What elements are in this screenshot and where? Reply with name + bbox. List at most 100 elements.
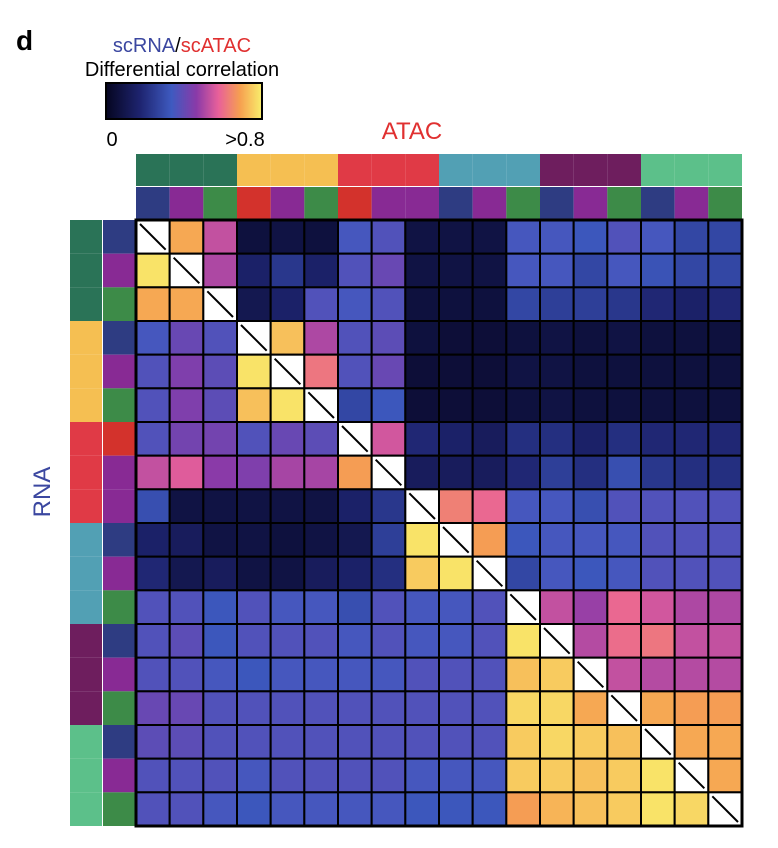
rna-group-annotation [70, 253, 102, 288]
heatmap-cell [269, 320, 306, 356]
rna-group-annotation [70, 758, 102, 793]
heatmap-cell [404, 589, 441, 625]
heatmap-cell [303, 623, 340, 659]
heatmap-cell [168, 791, 205, 827]
heatmap-cell [572, 454, 609, 491]
heatmap-cell [640, 286, 676, 323]
heatmap-cell [572, 757, 609, 794]
heatmap-cell [236, 589, 272, 625]
heatmap-cell [135, 791, 171, 827]
heatmap-cell [269, 387, 306, 424]
heatmap-cell [707, 320, 743, 356]
heatmap-cell [370, 791, 407, 827]
heatmap-cell [505, 454, 542, 491]
heatmap-cell [707, 353, 743, 390]
atac-subtype-annotation [674, 187, 709, 219]
heatmap-cell [438, 421, 474, 457]
heatmap-cell [707, 522, 743, 558]
heatmap-cell [404, 690, 441, 726]
heatmap-cell [673, 724, 710, 760]
heatmap-cell [269, 791, 306, 827]
heatmap-cell [168, 421, 205, 457]
atac-subtype-annotation [472, 187, 507, 219]
heatmap-cell [572, 252, 609, 289]
heatmap-cell [539, 286, 575, 323]
heatmap-cell [269, 656, 306, 693]
heatmap-cell [640, 252, 676, 289]
rna-group-annotation [70, 422, 102, 456]
diagonal-mask-line [139, 223, 167, 251]
atac-subtype-annotation [641, 187, 675, 219]
heatmap-cell [438, 690, 474, 726]
diagonal-mask-line [644, 728, 672, 756]
heatmap-cell [303, 757, 340, 794]
heatmap-cell [438, 488, 474, 525]
heatmap-cell [303, 421, 340, 457]
heatmap-cell [707, 690, 743, 726]
heatmap-cell [236, 690, 272, 726]
heatmap-cell [135, 421, 171, 457]
atac-group-annotation [270, 154, 305, 186]
heatmap-cell [168, 522, 205, 558]
heatmap-cell [303, 522, 340, 558]
heatmap-cell [471, 589, 508, 625]
heatmap-cell [337, 623, 373, 659]
heatmap-cell [337, 757, 373, 794]
heatmap-cell [707, 757, 743, 794]
heatmap-cell [572, 555, 609, 592]
heatmap-cell [236, 555, 272, 592]
heatmap-cell [337, 589, 373, 625]
heatmap-cell [707, 623, 743, 659]
rna-group-annotation [70, 388, 102, 422]
heatmap-cell [269, 454, 306, 491]
heatmap-border [134, 218, 744, 828]
heatmap-cell [471, 488, 508, 525]
heatmap-cell [505, 252, 542, 289]
heatmap-cell [707, 387, 743, 424]
heatmap-cell [673, 320, 710, 356]
heatmap-cell [539, 454, 575, 491]
heatmap-cell [269, 286, 306, 323]
heatmap-cell [505, 757, 542, 794]
heatmap-cell [135, 320, 171, 356]
heatmap-cell [640, 791, 676, 827]
heatmap-cell [269, 488, 306, 525]
heatmap-cell [572, 589, 609, 625]
heatmap-cell [640, 454, 676, 491]
heatmap-cell [707, 724, 743, 760]
heatmap-cell [539, 353, 575, 390]
heatmap-cell [640, 690, 676, 726]
heatmap-cell [370, 488, 407, 525]
heatmap-cell [572, 387, 609, 424]
heatmap-cell [707, 488, 743, 525]
heatmap-cell [438, 454, 474, 491]
heatmap-cell [202, 690, 238, 726]
heatmap-cell [168, 656, 205, 693]
heatmap-cell [606, 555, 642, 592]
rna-subtype-annotation [103, 388, 135, 422]
atac-subtype-annotation [237, 187, 271, 219]
heatmap-cell [135, 623, 171, 659]
heatmap-cell [370, 219, 407, 255]
heatmap-cell [269, 555, 306, 592]
heatmap-cell [572, 522, 609, 558]
heatmap-cell [337, 286, 373, 323]
heatmap-cell [471, 522, 508, 558]
heatmap-cell [505, 623, 542, 659]
heatmap-cell [337, 387, 373, 424]
rna-subtype-annotation [103, 489, 135, 523]
heatmap-cell [505, 320, 542, 356]
heatmap-cell [505, 219, 542, 255]
legend-subtitle: Differential correlation [85, 59, 279, 81]
atac-annotation-bars [136, 154, 742, 219]
heatmap-cell [438, 724, 474, 760]
heatmap-cell [505, 353, 542, 390]
heatmap-cell [337, 555, 373, 592]
heatmap-cell [404, 757, 441, 794]
diagonal-mask-line [341, 425, 369, 453]
heatmap-cell [168, 757, 205, 794]
heatmap-cell [236, 353, 272, 390]
heatmap-cell [673, 522, 710, 558]
rna-subtype-annotation [103, 624, 135, 658]
heatmap-cell [135, 690, 171, 726]
